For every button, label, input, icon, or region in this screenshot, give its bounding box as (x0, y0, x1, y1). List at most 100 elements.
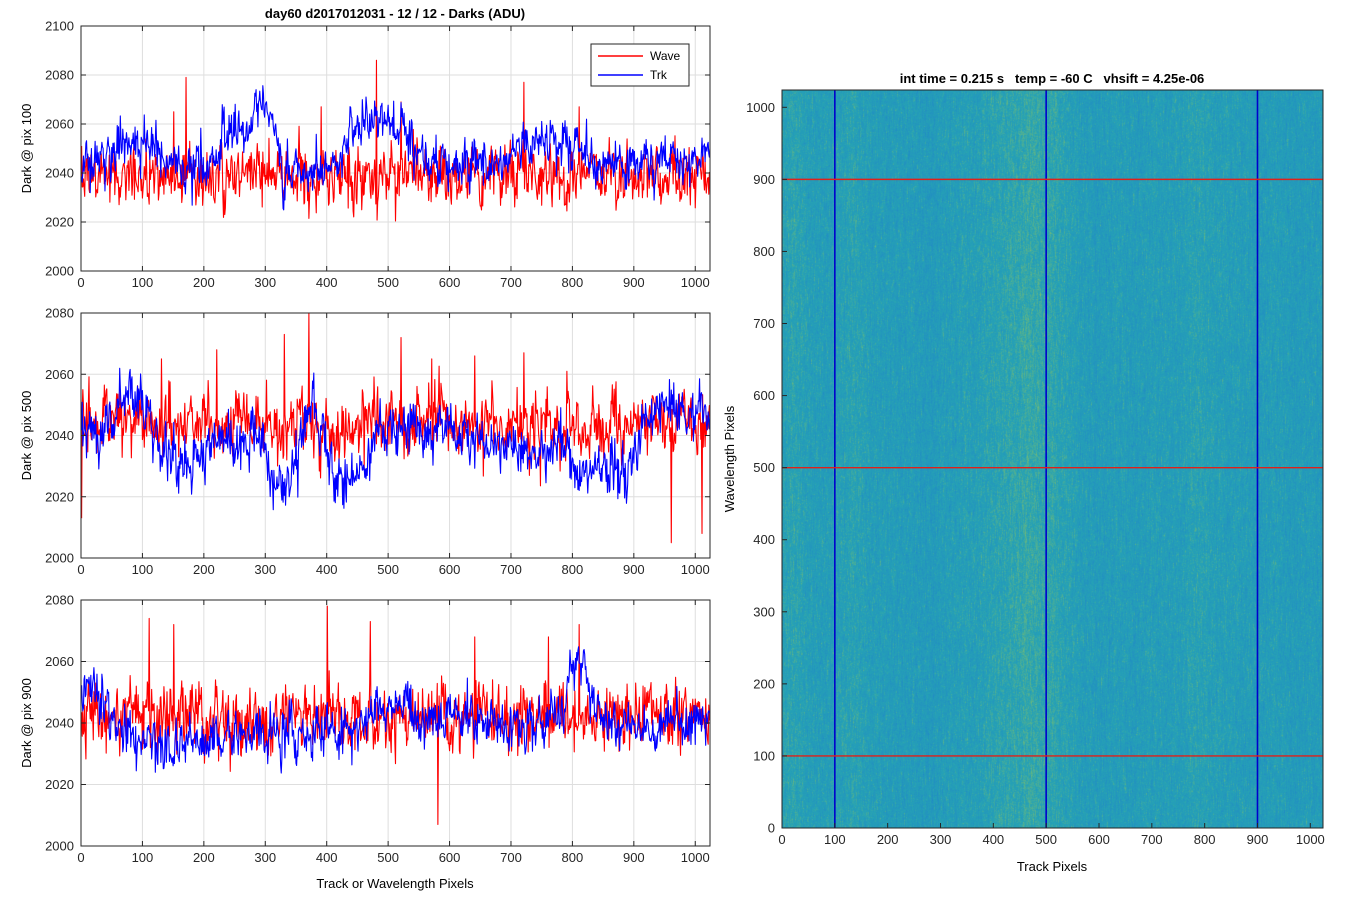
x-tick-label: 200 (193, 850, 215, 865)
x-tick-label: 500 (1035, 832, 1057, 847)
legend-label-wave: Wave (650, 49, 681, 63)
x-tick-label: 200 (877, 832, 899, 847)
y-tick-label: 2080 (45, 68, 74, 83)
x-tick-label: 600 (439, 850, 461, 865)
x-tick-label: 900 (623, 275, 645, 290)
y-tick-label: 2020 (45, 489, 74, 504)
series-line-trk (81, 367, 710, 511)
heatmap-frame (781, 89, 1324, 829)
y-tick-label: 2080 (45, 593, 74, 608)
figure-title: day60 d2017012031 - 12 / 12 - Darks (ADU… (265, 6, 525, 21)
x-tick-label: 1000 (681, 850, 710, 865)
y-tick-label: 600 (753, 388, 775, 403)
x-tick-label: 800 (562, 850, 584, 865)
x-axis-label: Track Pixels (1017, 859, 1088, 874)
y-tick-label: 1000 (746, 100, 775, 115)
x-tick-label: 200 (193, 562, 215, 577)
legend: Wave Trk (590, 43, 690, 87)
y-tick-label: 200 (753, 676, 775, 691)
ticks: 0 100 200 300 400 500 600 700 800 900 1000 2000 2020… (45, 593, 710, 865)
y-tick-label: 2000 (45, 264, 74, 279)
x-tick-label: 0 (77, 275, 84, 290)
y-tick-label: 500 (753, 460, 775, 475)
x-tick-label: 700 (500, 562, 522, 577)
x-tick-label: 500 (377, 850, 399, 865)
y-tick-label: 2040 (45, 716, 74, 731)
x-tick-label: 800 (562, 275, 584, 290)
y-axis-label: Dark @ pix 500 (19, 391, 34, 481)
x-tick-label: 0 (77, 850, 84, 865)
y-tick-label: 2060 (45, 117, 74, 132)
y-axis-label: Dark @ pix 100 (19, 104, 34, 194)
series-line-wave (81, 313, 710, 544)
y-tick-label: 2020 (45, 777, 74, 792)
y-tick-label: 2060 (45, 654, 74, 669)
x-tick-label: 700 (1141, 832, 1163, 847)
y-tick-label: 2100 (45, 19, 74, 34)
y-tick-label: 2080 (45, 306, 74, 321)
x-tick-label: 500 (377, 562, 399, 577)
y-tick-label: 2040 (45, 428, 74, 443)
y-tick-label: 2000 (45, 839, 74, 854)
x-tick-label: 100 (132, 562, 154, 577)
y-tick-label: 900 (753, 172, 775, 187)
y-tick-label: 0 (768, 821, 775, 836)
y-tick-label: 700 (753, 316, 775, 331)
x-tick-label: 900 (1247, 832, 1269, 847)
x-tick-label: 600 (439, 562, 461, 577)
x-tick-label: 900 (623, 850, 645, 865)
x-tick-label: 600 (439, 275, 461, 290)
y-tick-label: 2040 (45, 166, 74, 181)
plot-frame (80, 312, 711, 559)
series-line-trk (81, 85, 710, 211)
series-group (81, 313, 710, 544)
y-tick-label: 300 (753, 604, 775, 619)
x-tick-label: 300 (254, 850, 276, 865)
x-tick-label: 400 (316, 850, 338, 865)
x-tick-label: 400 (316, 562, 338, 577)
heatmap-panel: int time = 0.215 s temp = -60 C vhsift =… (722, 71, 1325, 874)
x-tick-label: 700 (500, 850, 522, 865)
x-tick-label: 300 (930, 832, 952, 847)
x-tick-label: 1000 (681, 562, 710, 577)
line-plot-pix-900: 0 100 200 300 400 500 600 700 800 900 1000 2000 2020… (19, 593, 711, 891)
x-tick-label: 1000 (681, 275, 710, 290)
y-tick-label: 2000 (45, 551, 74, 566)
y-axis-label: Dark @ pix 900 (19, 678, 34, 768)
ticks: 0 100 200 300 400 500 600 700 800 900 1000 0 100 200 3… (746, 100, 1325, 847)
heatmap-overlay-lines (782, 90, 1323, 828)
y-tick-label: 2020 (45, 215, 74, 230)
x-tick-label: 100 (132, 850, 154, 865)
y-tick-label: 800 (753, 244, 775, 259)
series-line-wave (81, 59, 710, 222)
x-tick-label: 100 (824, 832, 846, 847)
x-tick-label: 700 (500, 275, 522, 290)
series-group (81, 605, 710, 826)
heatmap-image (782, 90, 1323, 828)
x-tick-label: 200 (193, 275, 215, 290)
x-tick-label: 0 (778, 832, 785, 847)
heatmap-image-holder (782, 90, 1323, 828)
line-plot-pix-500: 0 100 200 300 400 500 600 700 800 900 1000 2000 2020… (19, 306, 711, 577)
heatmap-title: int time = 0.215 s temp = -60 C vhsift =… (900, 71, 1205, 86)
x-tick-label: 100 (132, 275, 154, 290)
x-tick-label: 300 (254, 275, 276, 290)
legend-label-trk: Trk (650, 68, 668, 82)
x-tick-label: 800 (562, 562, 584, 577)
x-tick-label: 900 (623, 562, 645, 577)
x-tick-label: 0 (77, 562, 84, 577)
y-tick-label: 100 (753, 748, 775, 763)
x-tick-label: 1000 (1296, 832, 1325, 847)
series-group (81, 59, 710, 222)
x-tick-label: 600 (1088, 832, 1110, 847)
x-tick-label: 400 (982, 832, 1004, 847)
plot-frame (80, 599, 711, 847)
legend-box (590, 43, 690, 87)
x-axis-label: Track or Wavelength Pixels (316, 876, 474, 891)
x-tick-label: 500 (377, 275, 399, 290)
x-tick-label: 800 (1194, 832, 1216, 847)
y-axis-label: Wavelength Pixels (722, 405, 737, 512)
plot-frame (80, 25, 711, 272)
y-tick-label: 400 (753, 532, 775, 547)
